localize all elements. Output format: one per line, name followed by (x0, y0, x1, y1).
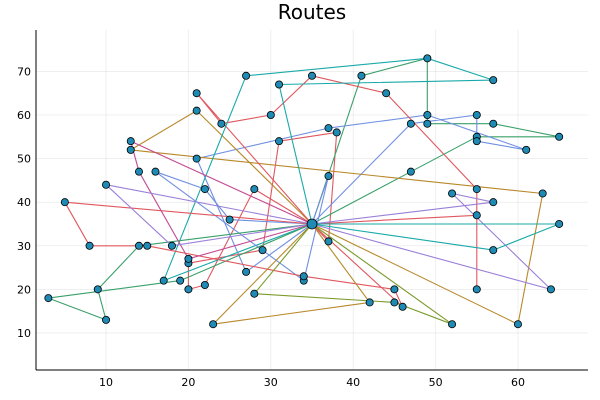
y-tick-label: 10 (17, 327, 31, 340)
stop-point (357, 71, 366, 80)
stop-point (85, 241, 94, 250)
y-tick-label: 20 (17, 283, 31, 296)
stop-point (489, 246, 498, 255)
stop-point (324, 172, 333, 181)
stop-point (217, 119, 226, 128)
stop-point (448, 320, 457, 329)
chart-title: Routes (278, 0, 346, 24)
stop-point (44, 294, 53, 303)
stop-point (546, 285, 555, 294)
stop-point (382, 89, 391, 98)
stop-point (423, 54, 432, 63)
stop-point (167, 241, 176, 250)
stop-point (209, 320, 218, 329)
stop-point (93, 285, 102, 294)
x-tick-label: 50 (429, 376, 443, 389)
stop-point (192, 154, 201, 163)
stop-point (472, 185, 481, 194)
stop-point (406, 119, 415, 128)
route-line-10 (64, 201, 404, 308)
stop-point (275, 137, 284, 146)
stop-point (242, 267, 251, 276)
x-tick-label: 10 (99, 376, 113, 389)
stop-point (390, 285, 399, 294)
x-tick-label: 30 (264, 376, 278, 389)
stop-point (299, 272, 308, 281)
route-line-11 (311, 223, 560, 251)
stop-point (365, 298, 374, 307)
stop-point (555, 132, 564, 141)
y-tick-label: 70 (17, 65, 31, 78)
stop-point (472, 111, 481, 120)
y-tick-label: 60 (17, 109, 31, 122)
stop-point (398, 302, 407, 311)
route-line-3 (196, 114, 527, 273)
stop-point (489, 198, 498, 207)
y-tick-label: 40 (17, 196, 31, 209)
stop-point (324, 124, 333, 133)
stop-point (151, 167, 160, 176)
route-line-5 (196, 75, 478, 290)
stop-point (143, 241, 152, 250)
stop-point (266, 111, 275, 120)
stop-point (489, 76, 498, 85)
route-line-4 (130, 110, 544, 325)
stop-point (176, 276, 185, 285)
stop-point (423, 111, 432, 120)
stop-point (489, 119, 498, 128)
stop-point (192, 106, 201, 115)
stop-point (555, 219, 564, 228)
stop-point (332, 128, 341, 137)
stop-point (250, 185, 259, 194)
y-tick-label: 30 (17, 240, 31, 253)
stop-point (472, 285, 481, 294)
x-tick-label: 40 (346, 376, 360, 389)
stop-point (225, 215, 234, 224)
stop-point (538, 189, 547, 198)
stop-point (102, 315, 111, 324)
y-tick-label: 50 (17, 153, 31, 166)
stop-point (448, 189, 457, 198)
stop-point (275, 80, 284, 89)
x-tick-label: 60 (511, 376, 525, 389)
x-tick-label: 20 (181, 376, 195, 389)
stop-point (390, 298, 399, 307)
stop-point (513, 320, 522, 329)
stop-point (258, 246, 267, 255)
stop-point (522, 145, 531, 154)
stop-point (134, 241, 143, 250)
stop-point (242, 71, 251, 80)
stop-point (423, 119, 432, 128)
route-line-14 (105, 184, 313, 247)
stop-point (102, 180, 111, 189)
stop-point (126, 145, 135, 154)
stop-point (324, 237, 333, 246)
stop-point (307, 71, 316, 80)
stop-point (200, 185, 209, 194)
route-line-12 (212, 223, 371, 325)
stop-point (192, 89, 201, 98)
stop-point (134, 167, 143, 176)
depot-point (306, 218, 318, 230)
stop-point (184, 285, 193, 294)
stop-point (126, 137, 135, 146)
stops-layer (44, 54, 564, 329)
stop-point (159, 276, 168, 285)
stop-point (472, 211, 481, 220)
stop-point (60, 198, 69, 207)
route-line-1 (187, 131, 338, 290)
stop-point (200, 280, 209, 289)
stop-point (406, 167, 415, 176)
grid-lines (36, 30, 588, 370)
stop-point (184, 254, 193, 263)
stop-point (250, 289, 259, 298)
stop-point (472, 137, 481, 146)
axes: 10 20 30 40 50 60 10 20 30 40 50 60 70 (17, 30, 588, 389)
